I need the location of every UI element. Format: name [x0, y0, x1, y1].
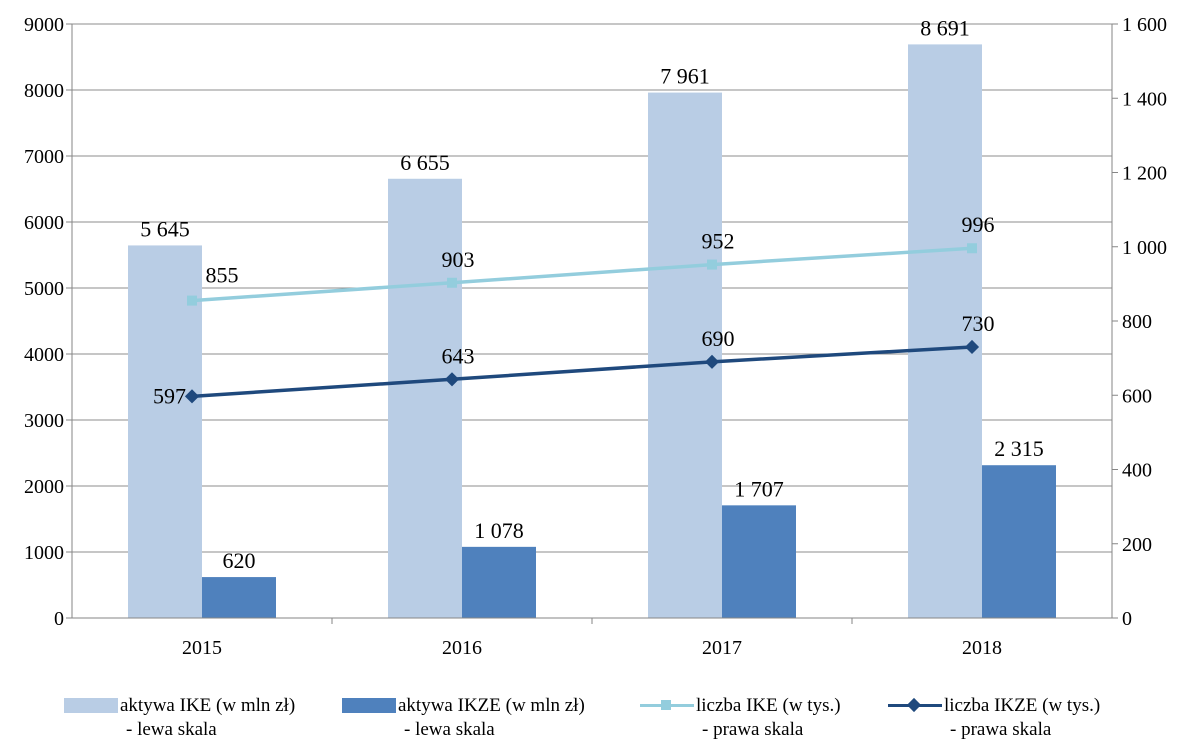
right-axis-tick-label: 1 000	[1122, 237, 1167, 259]
line-data-label: 952	[702, 229, 735, 254]
bar	[908, 44, 982, 619]
bars	[128, 44, 1056, 619]
right-axis-tick-label: 1 400	[1122, 88, 1167, 110]
legend-sublabel-aktywa-ike: - lewa skala	[126, 719, 217, 740]
bar	[462, 546, 536, 618]
legend-swatch-aktywa-ikze	[340, 694, 398, 716]
legend-item-liczba-ikze: liczba IKZE (w tys.) - prawa skala	[886, 694, 1100, 742]
legend-sublabel-aktywa-ikze: - lewa skala	[404, 719, 495, 740]
left-axis-tick-label: 4000	[24, 344, 64, 366]
line-data-label: 643	[442, 343, 475, 368]
right-axis-tick-label: 800	[1122, 311, 1152, 333]
bar	[202, 577, 276, 618]
line-data-label: 903	[442, 247, 475, 272]
x-axis-tick-label: 2018	[962, 637, 1002, 659]
bar-data-label: 1 707	[734, 476, 784, 501]
right-axis-tick-label: 400	[1122, 460, 1152, 482]
line-marker	[967, 243, 977, 254]
line-marker	[184, 389, 200, 404]
line-marker	[704, 354, 720, 369]
legend-swatch-liczba-ikze	[886, 694, 944, 716]
bar	[982, 465, 1056, 618]
line-data-label: 855	[206, 263, 239, 288]
bar	[128, 245, 202, 618]
series-line	[191, 345, 973, 399]
bar-data-label: 1 078	[474, 518, 524, 543]
left-axis-tick-label: 0	[54, 608, 64, 630]
bar-data-label: 6 655	[400, 150, 450, 175]
line-data-label: 690	[702, 326, 735, 351]
bar-data-label: 8 691	[920, 15, 970, 40]
bar-data-label: 5 645	[140, 216, 190, 241]
legend-sublabel-liczba-ikze: - prawa skala	[950, 719, 1052, 740]
legend: aktywa IKE (w mln zł) - lewa skala aktyw…	[0, 694, 1197, 747]
bar	[722, 505, 796, 618]
right-axis-tick-label: 600	[1122, 385, 1152, 407]
right-axis-tick-label: 1 200	[1122, 163, 1167, 185]
data-labels: 5 645 6 655 7 961 8 691 620 1 078 1 707 2 315 85…	[140, 15, 1044, 573]
x-axis-tick-label: 2015	[182, 637, 222, 659]
bar	[388, 178, 462, 618]
x-axis-tick-label: 2016	[442, 637, 482, 659]
legend-label-liczba-ikze: liczba IKZE (w tys.)	[944, 695, 1101, 716]
bar-data-label: 7 961	[660, 64, 710, 89]
chart: 0 1000 2000 3000 4000 5000 6000 7000 8000 9000 0 20…	[24, 14, 1167, 659]
left-axis-tick-label: 5000	[24, 278, 64, 300]
legend-swatch-liczba-ike	[638, 694, 696, 716]
line-marker	[187, 295, 197, 306]
legend-label-aktywa-ike: aktywa IKE (w mln zł)	[120, 695, 296, 716]
left-axis-tick-label: 9000	[24, 14, 64, 36]
line-marker	[447, 277, 457, 288]
legend-item-aktywa-ikze: aktywa IKZE (w mln zł) - lewa skala	[340, 694, 585, 742]
line-marker	[707, 259, 717, 270]
left-axis-tick-label: 2000	[24, 476, 64, 498]
right-axis-tick-label: 0	[1122, 608, 1132, 630]
legend-label-aktywa-ikze: aktywa IKZE (w mln zł)	[398, 695, 585, 716]
axes: 0 1000 2000 3000 4000 5000 6000 7000 8000 9000 0 20…	[24, 14, 1167, 659]
line-data-label: 996	[962, 212, 995, 237]
gridlines	[72, 23, 1112, 553]
left-axis-tick-label: 8000	[24, 80, 64, 102]
left-axis-tick-label: 6000	[24, 212, 64, 234]
series-lines	[184, 243, 980, 404]
x-axis-tick-label: 2017	[702, 637, 742, 659]
line-data-label: 597	[153, 383, 186, 408]
legend-item-liczba-ike: liczba IKE (w tys.) - prawa skala	[638, 694, 841, 742]
left-axis-tick-label: 1000	[24, 542, 64, 564]
legend-swatch-aktywa-ike	[62, 694, 120, 716]
left-axis-tick-label: 3000	[24, 410, 64, 432]
line-marker	[964, 339, 980, 355]
bar-data-label: 620	[223, 548, 256, 573]
legend-sublabel-liczba-ike: - prawa skala	[702, 719, 804, 740]
left-axis-tick-label: 7000	[24, 146, 64, 168]
series-line	[191, 246, 973, 303]
line-data-label: 730	[962, 311, 995, 336]
legend-label-liczba-ike: liczba IKE (w tys.)	[696, 695, 841, 716]
bar	[648, 92, 722, 619]
line-marker	[444, 372, 460, 387]
right-axis-tick-label: 200	[1122, 534, 1152, 556]
legend-item-aktywa-ike: aktywa IKE (w mln zł) - lewa skala	[62, 694, 295, 742]
bar-data-label: 2 315	[994, 436, 1044, 461]
right-axis-tick-label: 1 600	[1122, 14, 1167, 36]
